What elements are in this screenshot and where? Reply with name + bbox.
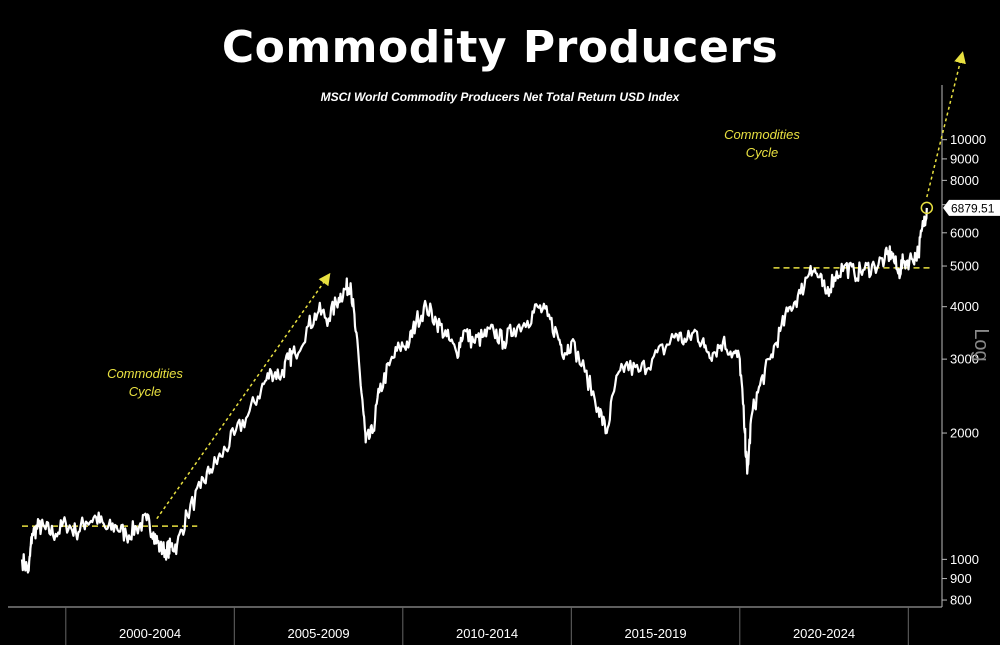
last-value-label: 6879.51 [951, 201, 995, 215]
category-label-1: 2005-2009 [287, 626, 349, 641]
category-label-0: 2000-2004 [119, 626, 181, 641]
y-tick-label-1: 900 [950, 571, 972, 586]
chart-title: Commodity Producers [221, 22, 779, 73]
last-value-box [943, 199, 1000, 216]
x-axis-categories: 2000-2004 2005-2009 2010-2014 2015-2019 2020… [65, 607, 909, 645]
y-tick-label-2: 1000 [950, 552, 979, 567]
y-tick-label-4: 3000 [950, 352, 979, 367]
series-layer [20, 207, 928, 574]
annotation-text-1-0: Commodities [724, 127, 800, 142]
y-tick-label-0: 800 [950, 593, 972, 608]
annotation-arrow-0 [156, 272, 331, 520]
category-label-4: 2020-2024 [793, 626, 855, 641]
annotation-text-0-1: Cycle [129, 384, 162, 399]
category-label-2: 2010-2014 [456, 626, 518, 641]
y-tick-label-3: 2000 [950, 426, 979, 441]
y-tick-label-5: 4000 [950, 299, 979, 314]
annotation-text-0-0: Commodities [107, 366, 183, 381]
y-tick-label-11: 10000 [950, 132, 986, 147]
highlight-circle [920, 201, 934, 215]
y-tick-label-7: 6000 [950, 225, 979, 240]
scale-label: Log [970, 328, 992, 361]
axes-layer [8, 85, 943, 608]
index-series-line [20, 207, 928, 574]
category-label-3: 2015-2019 [624, 626, 686, 641]
chart-subtitle: MSCI World Commodity Producers Net Total… [320, 90, 680, 104]
annotation-text-1-1: Cycle [746, 145, 779, 160]
last-value-marker: 6879.51 [943, 199, 1000, 216]
y-tick-label-6: 5000 [950, 259, 979, 274]
y-tick-label-9: 8000 [950, 173, 979, 188]
annotations-layer: Commodities Cycle Commodities Cycle [107, 51, 966, 520]
annotation-arrow-1 [926, 51, 966, 198]
y-tick-label-10: 9000 [950, 151, 979, 166]
